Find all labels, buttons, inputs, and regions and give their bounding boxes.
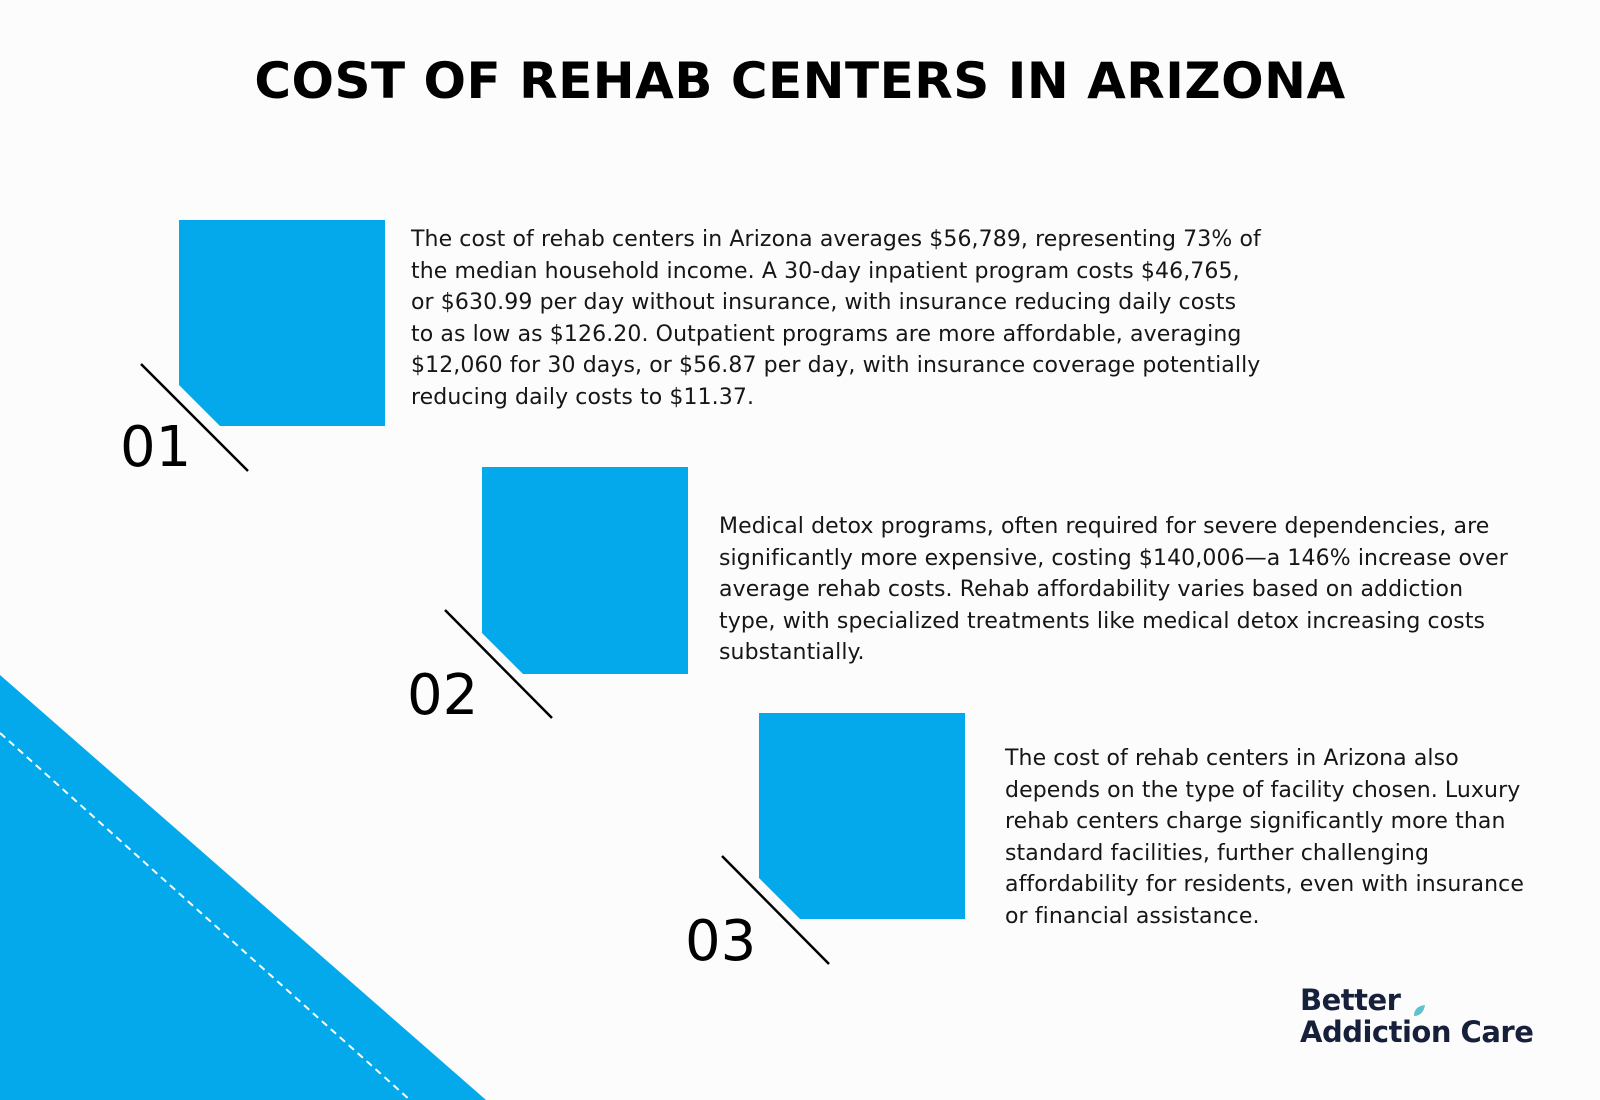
- section-text-02: Medical detox programs, often required f…: [719, 514, 1508, 665]
- logo-line-1: Better: [1300, 983, 1401, 1017]
- section-text-01: The cost of rehab centers in Arizona ave…: [411, 227, 1261, 410]
- brand-logo: Better Addiction Care: [1300, 983, 1534, 1049]
- block-square-03: [759, 713, 965, 919]
- logo-line-2: Addiction Care: [1300, 1015, 1534, 1049]
- corner-triangle: [0, 675, 486, 1100]
- section-number-02: 02: [407, 663, 479, 728]
- block-square-01: [179, 220, 385, 426]
- section-number-03: 03: [685, 909, 757, 974]
- block-square-02: [482, 467, 688, 674]
- leaf-icon: [1414, 1005, 1425, 1016]
- page-title: COST OF REHAB CENTERS IN ARIZONA: [254, 52, 1346, 110]
- section-text-03: The cost of rehab centers in Arizona als…: [1005, 746, 1524, 929]
- corner-dashed-line: [0, 732, 411, 1100]
- section-number-01: 01: [120, 415, 192, 480]
